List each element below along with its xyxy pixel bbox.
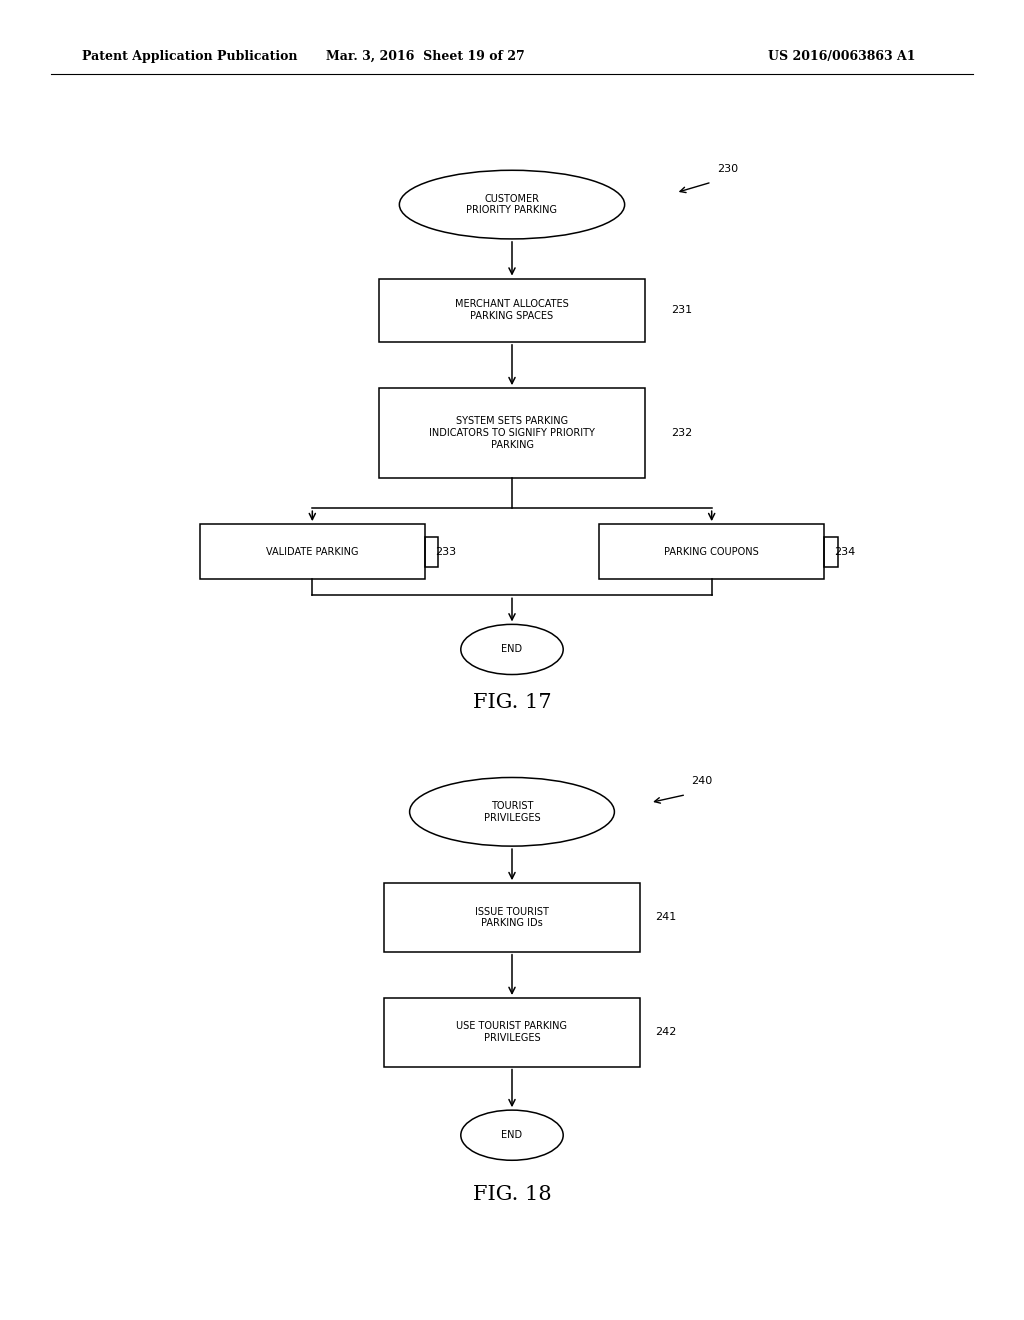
Text: Patent Application Publication: Patent Application Publication: [82, 50, 297, 63]
Text: 241: 241: [655, 912, 677, 923]
Text: US 2016/0063863 A1: US 2016/0063863 A1: [768, 50, 915, 63]
Text: FIG. 17: FIG. 17: [473, 693, 551, 711]
Text: 232: 232: [671, 428, 692, 438]
Text: TOURIST
PRIVILEGES: TOURIST PRIVILEGES: [483, 801, 541, 822]
Text: USE TOURIST PARKING
PRIVILEGES: USE TOURIST PARKING PRIVILEGES: [457, 1022, 567, 1043]
Text: 242: 242: [655, 1027, 677, 1038]
Text: MERCHANT ALLOCATES
PARKING SPACES: MERCHANT ALLOCATES PARKING SPACES: [455, 300, 569, 321]
Text: END: END: [502, 644, 522, 655]
Text: 231: 231: [671, 305, 692, 315]
Text: PARKING COUPONS: PARKING COUPONS: [665, 546, 759, 557]
Text: ISSUE TOURIST
PARKING IDs: ISSUE TOURIST PARKING IDs: [475, 907, 549, 928]
Text: CUSTOMER
PRIORITY PARKING: CUSTOMER PRIORITY PARKING: [467, 194, 557, 215]
Text: Mar. 3, 2016  Sheet 19 of 27: Mar. 3, 2016 Sheet 19 of 27: [326, 50, 524, 63]
Text: 234: 234: [835, 546, 856, 557]
Text: 233: 233: [435, 546, 457, 557]
Text: 230: 230: [717, 164, 738, 174]
Text: 240: 240: [691, 776, 713, 787]
Text: END: END: [502, 1130, 522, 1140]
Text: FIG. 18: FIG. 18: [473, 1185, 551, 1204]
Text: VALIDATE PARKING: VALIDATE PARKING: [266, 546, 358, 557]
Text: SYSTEM SETS PARKING
INDICATORS TO SIGNIFY PRIORITY
PARKING: SYSTEM SETS PARKING INDICATORS TO SIGNIF…: [429, 416, 595, 450]
